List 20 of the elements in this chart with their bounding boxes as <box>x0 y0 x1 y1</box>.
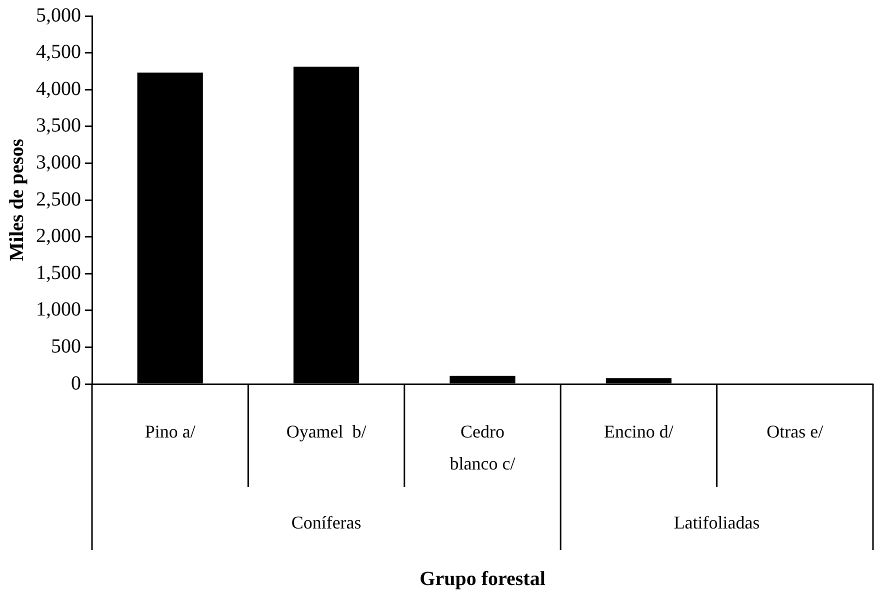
x-tick-label: Cedro blanco c/ <box>450 422 516 474</box>
x-tick-label: Pino a/ <box>144 422 196 442</box>
x-tick-label: Otras e/ <box>766 422 824 442</box>
y-tick-label: 4,500 <box>36 41 81 64</box>
x-tick-label: Oyamel b/ <box>286 422 366 442</box>
text: Coníferas <box>291 512 362 533</box>
y-axis-title: Miles de pesos <box>6 138 28 262</box>
y-tick-label: 2,500 <box>36 188 81 210</box>
x-tick-label: Encino d/ <box>604 422 674 442</box>
text: Latifoliadas <box>674 512 760 533</box>
y-tick-label: 1,500 <box>36 262 81 284</box>
y-tick-label: 3,000 <box>36 151 81 174</box>
y-tick-label: 0 <box>71 372 81 394</box>
y-tick-label: 5,000 <box>36 4 81 26</box>
y-tick-label: 3,500 <box>36 114 81 137</box>
y-tick-label: 1,000 <box>36 298 81 321</box>
y-tick-label: 2,000 <box>36 225 81 248</box>
y-tick-label: 4,000 <box>36 78 81 100</box>
y-tick-label: 500 <box>51 335 81 358</box>
x-axis-title: Grupo forestal <box>420 568 546 590</box>
